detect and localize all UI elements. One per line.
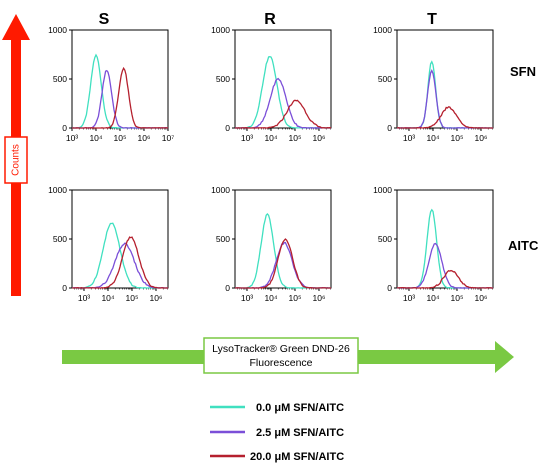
y-tick-label: 1000 xyxy=(48,185,67,195)
y-tick-label: 1000 xyxy=(373,25,392,35)
x-tick-label: 10³ xyxy=(241,133,253,143)
row-label-sfn: SFN xyxy=(510,64,536,79)
y-tick-label: 500 xyxy=(378,234,392,244)
plot-frame xyxy=(234,29,332,129)
series-line-2 xyxy=(235,99,332,129)
x-tick-label: 10³ xyxy=(403,293,415,303)
row-label-aitc: AITC xyxy=(508,238,539,253)
legend-label-0: 0.0 μM SFN/AITC xyxy=(256,402,344,414)
y-tick-label: 0 xyxy=(62,123,67,133)
y-tick-label: 0 xyxy=(62,283,67,293)
plot-frame xyxy=(396,29,494,129)
x-tick-label: 10⁴ xyxy=(426,293,439,303)
x-tick-label: 10⁴ xyxy=(264,293,277,303)
legend-item-1: 2.5 μM SFN/AITC xyxy=(210,427,344,439)
x-tick-label: 10³ xyxy=(403,133,415,143)
y-tick-label: 500 xyxy=(216,74,230,84)
y-tick-label: 0 xyxy=(225,123,230,133)
x-tick-label: 10⁴ xyxy=(426,133,439,143)
y-tick-label: 1000 xyxy=(48,25,67,35)
legend-label-2: 20.0 μM SFN/AITC xyxy=(250,451,344,463)
y-tick-label: 1000 xyxy=(211,185,230,195)
panel-aitc-t: 0 500 1000 10³ 10⁴ 10⁵ 10⁶ xyxy=(373,185,494,303)
y-tick-label: 0 xyxy=(225,283,230,293)
series-line-2 xyxy=(397,269,493,289)
y-tick-label: 1000 xyxy=(373,185,392,195)
plot-frame xyxy=(71,189,169,289)
x-tick-label: 10³ xyxy=(241,293,253,303)
legend-item-0: 0.0 μM SFN/AITC xyxy=(210,402,344,414)
plot-frame xyxy=(234,189,332,289)
x-tick-label: 10⁵ xyxy=(289,293,302,303)
panel-sfn-s: 0 500 1000 10³ 10⁴ 10⁵ 10⁶ 10⁷ xyxy=(48,25,174,143)
histogram-panels: 0 500 1000 10³ 10⁴ 10⁵ 10⁶ 10⁷ 0 500 1000 10³ 10⁴ 10⁵… xyxy=(48,25,494,303)
x-tick-label: 10⁵ xyxy=(451,133,464,143)
x-tick-label: 10⁷ xyxy=(162,133,175,143)
series-line-2 xyxy=(72,66,169,129)
counts-arrow: Counts xyxy=(2,14,30,296)
series-line-2 xyxy=(235,238,332,289)
x-tick-label: 10³ xyxy=(66,133,78,143)
panel-sfn-t: 0 500 1000 10³ 10⁴ 10⁵ 10⁶ xyxy=(373,25,494,143)
series-line-2 xyxy=(396,106,493,129)
x-tick-label: 10⁵ xyxy=(114,133,127,143)
x-tick-label: 10⁴ xyxy=(101,293,114,303)
panel-aitc-s: 0 500 1000 10³ 10⁴ 10⁵ 10⁶ xyxy=(48,185,169,303)
x-tick-label: 10⁴ xyxy=(89,133,102,143)
x-tick-label: 10⁶ xyxy=(150,293,163,303)
x-tick-label: 10³ xyxy=(78,293,90,303)
x-tick-label: 10⁴ xyxy=(264,133,277,143)
y-tick-label: 1000 xyxy=(211,25,230,35)
x-tick-label: 10⁶ xyxy=(138,133,151,143)
x-axis-title-line2: Fluorescence xyxy=(249,357,312,369)
x-tick-label: 10⁶ xyxy=(313,133,326,143)
panel-sfn-r: 0 500 1000 10³ 10⁴ 10⁵ 10⁶ xyxy=(211,25,332,143)
fluorescence-arrow: LysoTracker® Green DND-26 Fluorescence xyxy=(62,337,514,374)
y-axis-title: Counts xyxy=(11,144,22,176)
x-tick-label: 10⁵ xyxy=(451,293,464,303)
legend-item-2: 20.0 μM SFN/AITC xyxy=(210,451,344,463)
x-tick-label: 10⁶ xyxy=(475,133,488,143)
y-tick-label: 0 xyxy=(387,123,392,133)
y-tick-label: 0 xyxy=(387,283,392,293)
x-tick-label: 10⁵ xyxy=(126,293,139,303)
x-tick-label: 10⁶ xyxy=(313,293,326,303)
x-axis-title-line1: LysoTracker® Green DND-26 xyxy=(212,343,350,355)
y-tick-label: 500 xyxy=(378,74,392,84)
column-title-s: S xyxy=(99,11,110,28)
column-title-t: T xyxy=(427,11,437,28)
y-tick-label: 500 xyxy=(53,74,67,84)
legend: 0.0 μM SFN/AITC 2.5 μM SFN/AITC 20.0 μM … xyxy=(210,402,344,463)
panel-aitc-r: 0 500 1000 10³ 10⁴ 10⁵ 10⁶ xyxy=(211,185,332,303)
series-line-2 xyxy=(71,236,169,289)
column-title-r: R xyxy=(264,11,276,28)
y-tick-label: 500 xyxy=(216,234,230,244)
legend-label-1: 2.5 μM SFN/AITC xyxy=(256,427,344,439)
x-tick-label: 10⁶ xyxy=(475,293,488,303)
x-tick-label: 10⁵ xyxy=(289,133,302,143)
y-tick-label: 500 xyxy=(53,234,67,244)
